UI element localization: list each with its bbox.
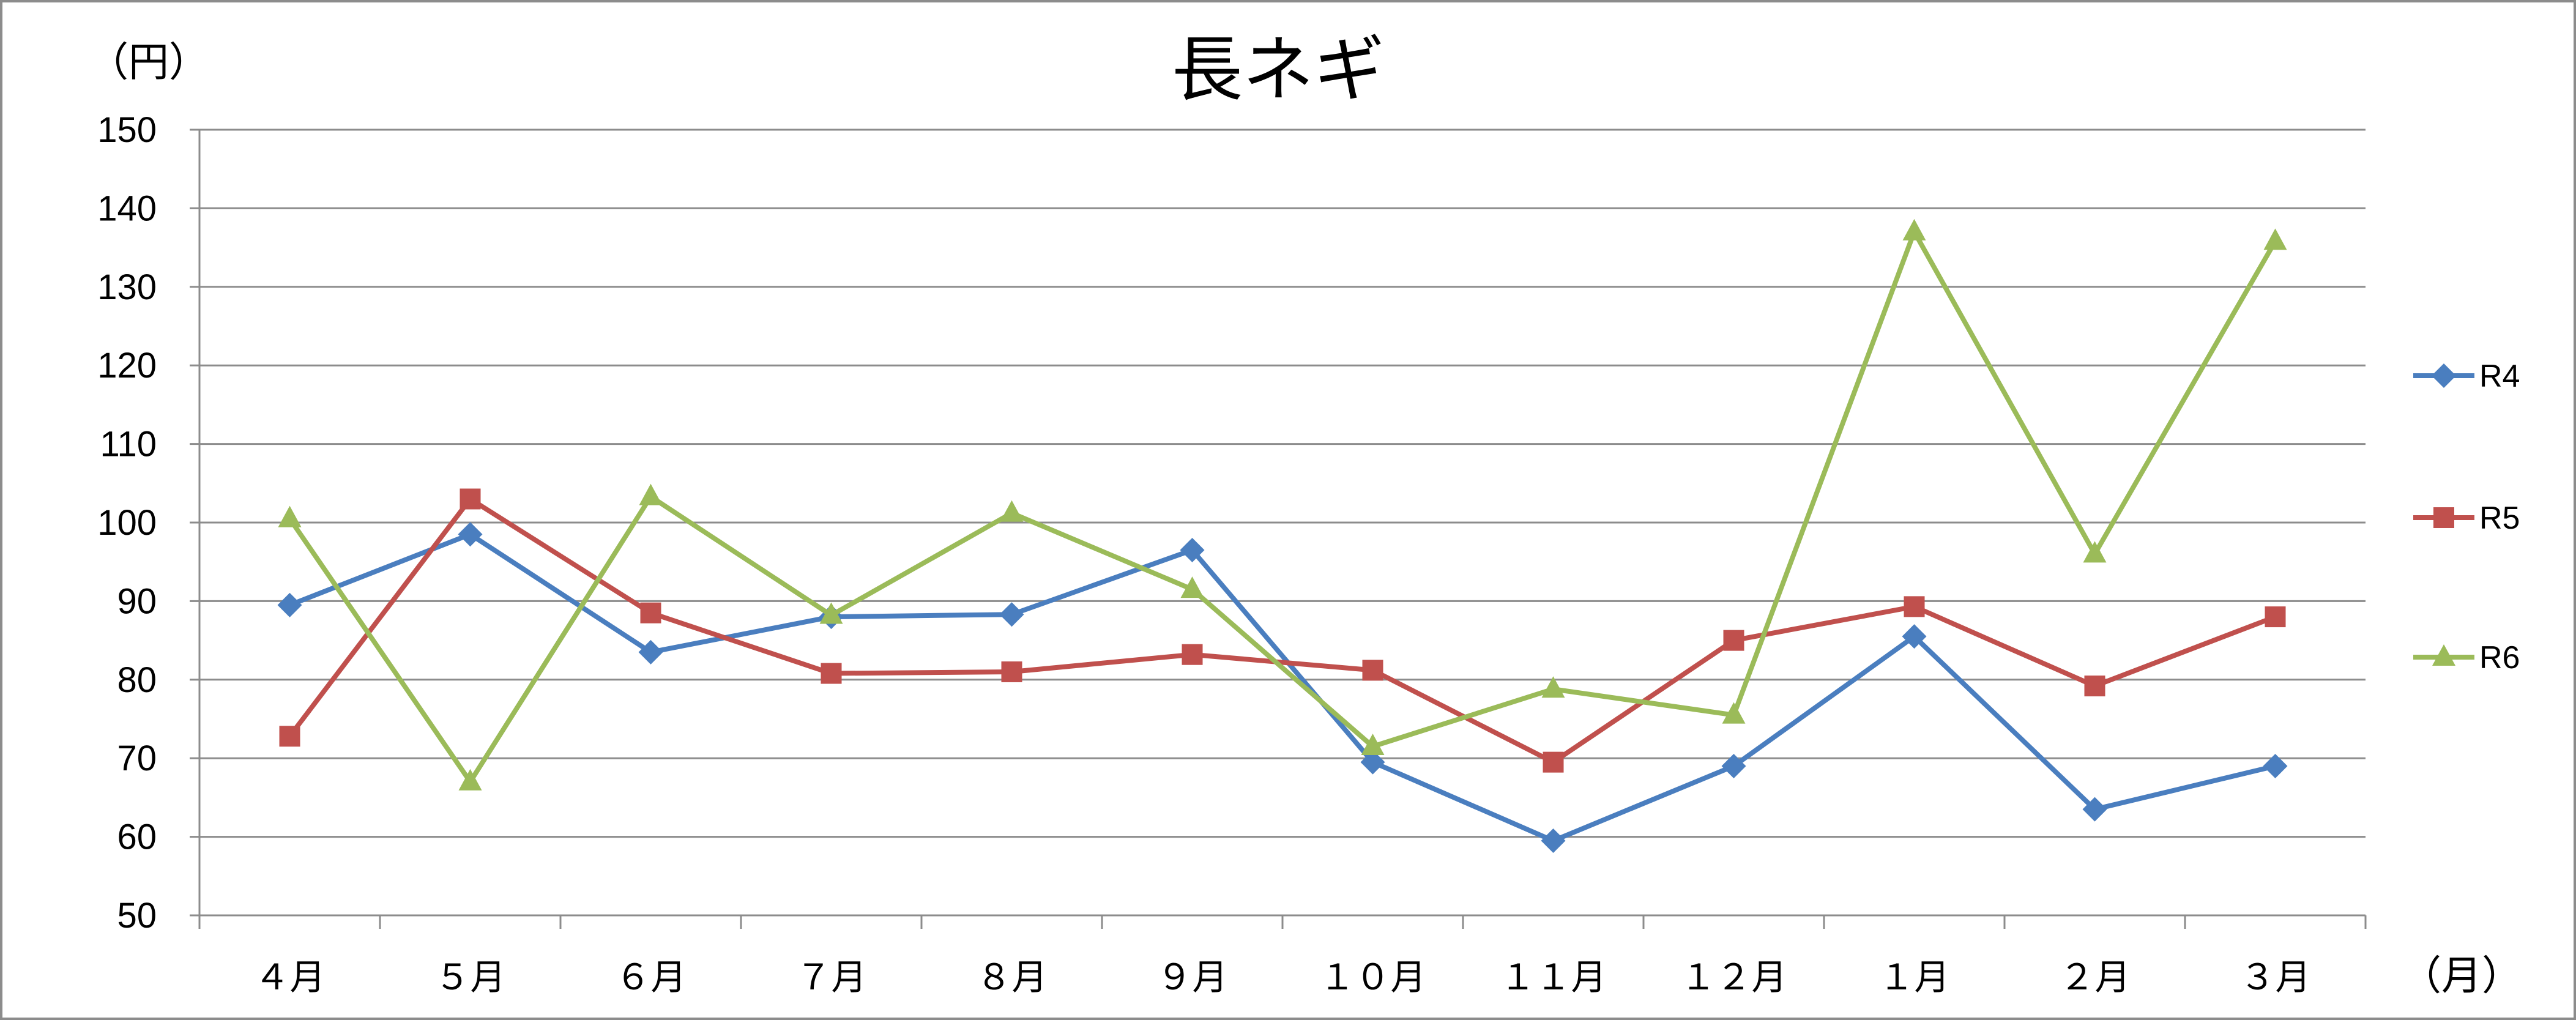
- x-tick-label: ７月: [795, 958, 866, 997]
- data-point: [1722, 702, 1746, 724]
- data-point: [1000, 500, 1024, 522]
- legend-label: R6: [2479, 640, 2520, 676]
- data-point: [1721, 754, 1746, 779]
- x-tick-label: ２月: [2059, 958, 2130, 997]
- legend-item: R6: [2413, 640, 2520, 676]
- y-tick-labels: 50 60 70 80 90 100 110 120 130 140 150: [97, 110, 157, 936]
- x-tick-label: ４月: [254, 958, 325, 997]
- data-point: [1543, 751, 1564, 773]
- data-point: [1362, 660, 1383, 681]
- series-R5: [279, 488, 2286, 773]
- x-tick-label: １月: [1878, 958, 1949, 997]
- data-point: [639, 483, 663, 505]
- data-point: [279, 726, 300, 747]
- x-tick-label: １２月: [1680, 958, 1787, 997]
- series-line: [288, 229, 2277, 784]
- data-point: [1361, 733, 1385, 755]
- x-tick-label: ６月: [615, 958, 686, 997]
- data-point: [1541, 828, 1566, 854]
- y-tick-label: 150: [97, 110, 157, 150]
- x-tick-label: ５月: [434, 958, 505, 997]
- data-point: [2082, 797, 2107, 822]
- data-point: [458, 769, 482, 791]
- x-tick-label: １１月: [1500, 958, 1606, 997]
- data-point: [638, 639, 663, 664]
- data-point: [1001, 661, 1022, 682]
- data-point: [460, 488, 481, 510]
- y-tick-label: 50: [117, 896, 157, 936]
- axes: [190, 128, 2367, 929]
- legend-item: R4: [2413, 359, 2520, 394]
- data-point: [821, 663, 842, 684]
- data-point: [819, 602, 843, 624]
- y-tick-label: 100: [97, 503, 157, 543]
- series-R6: [278, 218, 2287, 791]
- data-point: [999, 602, 1024, 627]
- data-point: [458, 522, 483, 547]
- series: [277, 218, 2288, 854]
- legend-marker: [2433, 507, 2454, 528]
- data-point: [1182, 644, 1203, 665]
- y-tick-label: 110: [100, 425, 157, 464]
- series-line: [289, 532, 2276, 844]
- y-unit-label: （円）: [88, 39, 209, 86]
- data-point: [1180, 576, 1204, 598]
- y-tick-label: 90: [117, 581, 157, 621]
- data-point: [2263, 228, 2287, 250]
- data-point: [640, 602, 661, 624]
- data-point: [277, 592, 302, 617]
- y-tick-label: 140: [97, 188, 157, 228]
- x-tick-label: ８月: [976, 958, 1047, 997]
- data-point: [2265, 606, 2286, 628]
- y-tick-label: 70: [117, 739, 157, 778]
- data-point: [1902, 624, 1927, 649]
- legend-marker: [2432, 363, 2456, 388]
- legend-label: R4: [2479, 359, 2520, 394]
- data-point: [1902, 218, 1926, 240]
- legend-marker: [2432, 644, 2455, 666]
- data-point: [2083, 541, 2107, 563]
- legend: R4 R5 R6: [2413, 359, 2520, 676]
- data-point: [278, 505, 302, 527]
- data-point: [2084, 676, 2105, 697]
- legend-label: R5: [2479, 501, 2520, 536]
- y-tick-label: 130: [97, 267, 157, 307]
- data-point: [1180, 537, 1205, 562]
- x-tick-label: ９月: [1156, 958, 1227, 997]
- series-R4: [277, 522, 2288, 854]
- x-tick-label: １０月: [1319, 958, 1426, 997]
- y-tick-label: 80: [117, 660, 157, 700]
- legend-item: R5: [2413, 501, 2520, 536]
- y-tick-label: 120: [97, 346, 157, 385]
- y-tick-label: 60: [117, 817, 157, 857]
- series-line: [288, 496, 2276, 765]
- x-tick-label: ３月: [2239, 958, 2310, 997]
- gridlines: [199, 128, 2366, 838]
- x-tick-labels: ４月 ５月 ６月 ７月 ８月 ９月 １０月 １１月 １２月 １月 ２月 ３月: [254, 958, 2310, 997]
- data-point: [1723, 630, 1744, 651]
- data-point: [1360, 750, 1385, 775]
- chart-title: 長ネギ: [1172, 29, 1385, 111]
- data-point: [1541, 676, 1565, 698]
- data-point: [2263, 754, 2288, 779]
- x-unit-label: （月）: [2401, 952, 2522, 999]
- data-point: [1904, 596, 1925, 617]
